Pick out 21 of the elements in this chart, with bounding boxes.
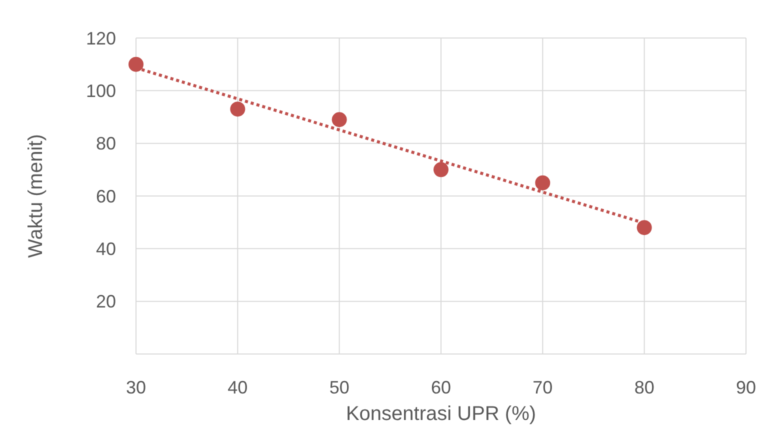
y-axis-title: Waktu (menit) <box>25 134 47 258</box>
point <box>128 56 144 72</box>
point <box>332 112 347 128</box>
point <box>636 220 652 236</box>
y-tick-label: 60 <box>96 186 116 206</box>
x-tick-label: 30 <box>126 377 146 398</box>
x-tick-label: 80 <box>634 377 654 398</box>
x-tick-label: 90 <box>736 377 756 398</box>
x-tick-label: 60 <box>430 377 452 398</box>
y-tick-label: 40 <box>96 238 116 259</box>
x-tick-label: 70 <box>532 377 553 398</box>
point <box>230 102 246 117</box>
x-tick-label: 50 <box>329 377 350 398</box>
y-tick-label: 120 <box>86 28 116 48</box>
y-tick-label: 20 <box>96 292 116 312</box>
y-tick-label: 80 <box>96 134 116 154</box>
x-axis-title: Konsentrasi UPR (%) <box>346 403 536 425</box>
point <box>535 175 550 190</box>
y-tick-label: 100 <box>86 80 116 101</box>
point <box>434 162 448 178</box>
x-tick-label: 40 <box>228 377 248 398</box>
